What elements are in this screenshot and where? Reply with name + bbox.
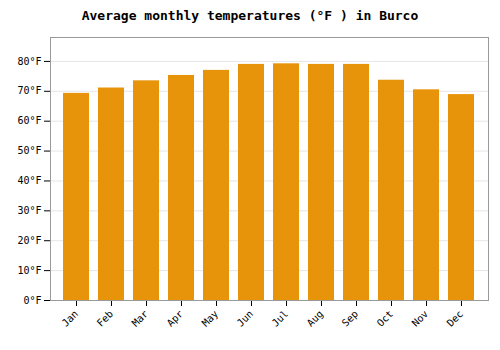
- svg-text:30°F: 30°F: [17, 205, 41, 216]
- svg-text:Feb: Feb: [95, 308, 116, 329]
- html-text:Average monthly temperatures (: Average monthly temperatures (°F ) in Bu…: [81, 8, 419, 23]
- svg-text:20°F: 20°F: [17, 235, 41, 246]
- svg-text:Aug: Aug: [305, 308, 326, 329]
- svg-text:May: May: [200, 308, 221, 329]
- svg-text:70°F: 70°F: [17, 85, 41, 96]
- svg-text:10°F: 10°F: [17, 265, 41, 276]
- svg-text:Nov: Nov: [410, 308, 431, 329]
- svg-text:0°F: 0°F: [23, 295, 41, 306]
- svg-text:50°F: 50°F: [17, 145, 41, 156]
- svg-text:Dec: Dec: [445, 308, 466, 329]
- svg-text:Mar: Mar: [130, 308, 151, 329]
- svg-text:Apr: Apr: [165, 308, 186, 329]
- svg-text:Jul: Jul: [270, 308, 291, 329]
- svg-text:60°F: 60°F: [17, 115, 41, 126]
- svg-text:Jun: Jun: [235, 308, 256, 329]
- svg-text:40°F: 40°F: [17, 175, 41, 186]
- svg-text:Jan: Jan: [60, 308, 81, 329]
- svg-text:Sep: Sep: [340, 308, 361, 329]
- svg-text:80°F: 80°F: [17, 56, 41, 67]
- svg-text:Oct: Oct: [375, 308, 396, 329]
